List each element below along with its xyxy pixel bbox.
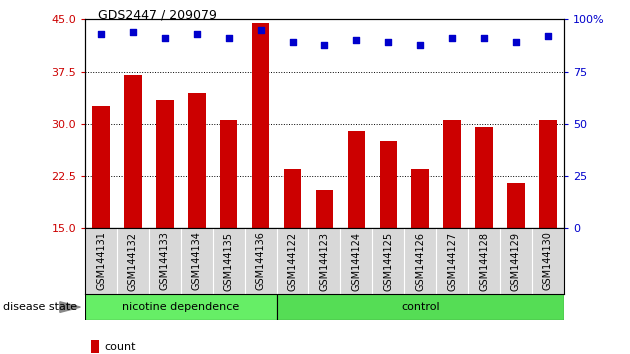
Point [479,35,489,41]
Bar [252,23,270,228]
Bar [85,294,277,320]
Point [256,27,266,33]
Bar [475,127,493,228]
Text: GSM144130: GSM144130 [543,232,553,291]
Bar [411,169,429,228]
Point [319,42,329,47]
Text: GSM144132: GSM144132 [128,232,138,291]
Bar [444,120,461,228]
Text: control: control [401,302,440,312]
Point [543,33,553,39]
Bar [124,75,142,228]
Point [128,29,138,35]
Text: GSM144125: GSM144125 [383,232,393,291]
Text: GSM144134: GSM144134 [192,232,202,291]
Bar [188,93,205,228]
Bar [277,294,564,320]
Bar [220,120,238,228]
Text: GSM144133: GSM144133 [160,232,170,291]
Point [160,35,170,41]
Point [96,31,106,37]
Text: count: count [104,342,135,352]
Text: GDS2447 / 209079: GDS2447 / 209079 [98,9,217,22]
Polygon shape [60,302,81,313]
Text: GSM144129: GSM144129 [511,232,521,291]
Text: GSM144136: GSM144136 [256,232,266,291]
Text: GSM144135: GSM144135 [224,232,234,291]
Bar [316,190,333,228]
Point [224,35,234,41]
Text: GSM144131: GSM144131 [96,232,106,291]
Point [415,42,425,47]
Text: disease state: disease state [3,302,77,312]
Point [511,40,521,45]
Text: GSM144126: GSM144126 [415,232,425,291]
Bar [91,340,100,353]
Bar [348,131,365,228]
Point [352,38,362,43]
Bar [92,107,110,228]
Point [287,40,297,45]
Bar [284,169,301,228]
Point [192,31,202,37]
Text: GSM144124: GSM144124 [352,232,362,291]
Text: nicotine dependence: nicotine dependence [122,302,239,312]
Text: GSM144122: GSM144122 [287,232,297,291]
Point [447,35,457,41]
Bar [539,120,557,228]
Text: GSM144127: GSM144127 [447,232,457,291]
Text: GSM144123: GSM144123 [319,232,329,291]
Point [383,40,393,45]
Text: GSM144128: GSM144128 [479,232,489,291]
Bar [156,99,174,228]
Bar [379,141,397,228]
Bar [507,183,525,228]
